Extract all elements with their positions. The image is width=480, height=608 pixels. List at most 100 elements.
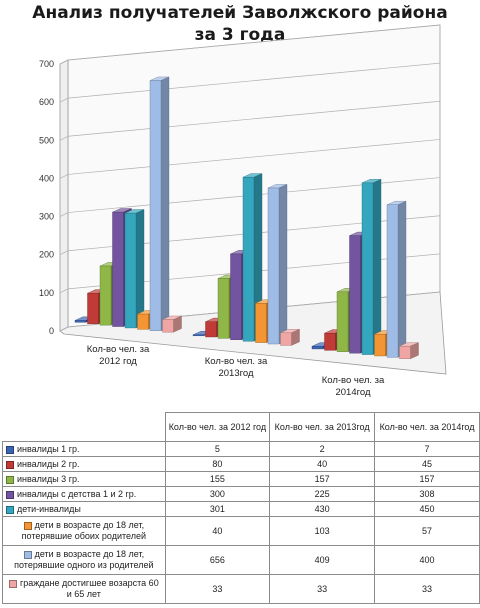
value-cell: 2 [269, 441, 376, 457]
bar [87, 293, 99, 324]
bar [192, 334, 205, 337]
series-label-cell: инвалиды 2 гр. [2, 456, 166, 472]
bar [399, 345, 411, 359]
legend-key [6, 505, 14, 514]
series-label-cell: дети в возрасте до 18 лет, потерявшие од… [2, 545, 166, 575]
value-cell: 40 [269, 456, 376, 472]
bar [324, 332, 336, 351]
data-table: Кол-во чел. за 2012 год Кол-во чел. за 2… [2, 412, 480, 604]
bar-side [135, 209, 145, 329]
gridline [67, 139, 441, 175]
value-cell: 656 [164, 545, 271, 575]
table-row: граждане достигшее возарста 60 и 65 лет 3… [2, 574, 480, 604]
legend-key [8, 579, 17, 588]
series-label: инвалиды с детства 1 и 2 гр. [17, 489, 137, 499]
gridline [67, 62, 441, 99]
side-gridline [59, 326, 69, 332]
bar [99, 265, 112, 326]
legend-key [6, 475, 14, 484]
bar [217, 278, 230, 339]
y-tick-label: 500 [39, 135, 54, 145]
y-tick-label: 400 [39, 173, 54, 183]
series-label-cell: дети в возрасте до 18 лет, потерявшие об… [2, 516, 166, 546]
bar-side [278, 184, 288, 345]
value-cell: 45 [374, 456, 480, 472]
side-gridline [59, 135, 69, 141]
bar [267, 187, 280, 345]
bar [162, 319, 174, 333]
legend-key [23, 521, 32, 530]
bar [280, 332, 292, 346]
value-cell: 33 [374, 574, 480, 604]
series-label: дети-инвалиды [17, 504, 81, 514]
series-label-cell: инвалиды 3 гр. [2, 471, 166, 487]
bar [149, 80, 162, 331]
chart-title: Анализ получателей Заволжского района за… [32, 3, 448, 45]
bar [137, 313, 149, 330]
series-label: дети в возрасте до 18 лет, потерявшие об… [21, 520, 146, 541]
bar [349, 235, 361, 354]
table-row: инвалиды 1 гр. 5 2 7 [2, 441, 480, 457]
y-tick-label: 200 [39, 250, 54, 260]
bar [311, 346, 324, 350]
side-gridline [59, 250, 69, 256]
y-tick-label: 600 [39, 97, 54, 107]
y-tick-label: 300 [39, 212, 54, 222]
bar [361, 182, 374, 355]
y-tick-label: 0 [49, 326, 54, 336]
bar [74, 320, 87, 323]
bar [336, 291, 349, 352]
x-tick-label: Кол-во чел. за 2012 год [87, 344, 150, 367]
bar-side [397, 200, 407, 358]
y-tick-label: 700 [39, 59, 54, 69]
y-tick-label: 100 [39, 288, 54, 298]
legend-key [23, 550, 32, 559]
bar-side [372, 179, 382, 355]
value-cell: 430 [269, 501, 376, 517]
value-cell: 225 [269, 486, 376, 502]
value-cell: 301 [164, 501, 271, 517]
table-corner-cell [2, 412, 166, 442]
series-label: дети в возрасте до 18 лет, потерявшие од… [14, 549, 154, 570]
series-label: инвалиды 3 гр. [17, 474, 80, 484]
table-row: дети в возрасте до 18 лет, потерявшие од… [2, 545, 480, 575]
value-cell: 300 [164, 486, 271, 502]
table-body: инвалиды 1 гр. 5 2 7 инвалиды 2 гр. 80 40 45 инв… [2, 441, 480, 604]
value-cell: 80 [164, 456, 271, 472]
x-tick-label: Кол-во чел. за 2014год [322, 375, 385, 398]
bar [386, 204, 399, 358]
table-header-2013: Кол-во чел. за 2013год [269, 412, 376, 442]
table-header-2012: Кол-во чел. за 2012 год [164, 412, 271, 442]
bar [112, 211, 124, 327]
table-row: инвалиды 3 гр. 155 157 157 [2, 471, 480, 487]
legend-key [6, 445, 14, 454]
value-cell: 157 [269, 471, 376, 487]
value-cell: 103 [269, 516, 376, 546]
side-gridline [59, 212, 69, 217]
bar [124, 212, 137, 329]
table-row: инвалиды с детства 1 и 2 гр. 300 225 308 [2, 486, 480, 502]
value-cell: 33 [164, 574, 271, 604]
value-cell: 450 [374, 501, 480, 517]
side-gridline [59, 59, 69, 65]
series-label-cell: граждане достигшее возарста 60 и 65 лет [2, 574, 166, 604]
series-label: инвалиды 2 гр. [17, 459, 80, 469]
x-tick-label: Кол-во чел. за 2013год [205, 356, 268, 379]
series-label-cell: инвалиды с детства 1 и 2 гр. [2, 486, 166, 502]
side-gridline [59, 97, 69, 103]
value-cell: 157 [374, 471, 480, 487]
series-label: граждане достигшее возарста 60 и 65 лет [19, 578, 159, 599]
bar [230, 253, 242, 340]
bar-chart: 0 100 200 300 400 500 600 700 Кол-во чел. за 2012… [39, 24, 447, 398]
table-row: инвалиды 2 гр. 80 40 45 [2, 456, 480, 472]
table-row: дети-инвалиды 301 430 450 [2, 501, 480, 517]
value-cell: 33 [269, 574, 376, 604]
side-wall [59, 59, 69, 332]
bar [255, 303, 267, 343]
table-header-row: Кол-во чел. за 2012 год Кол-во чел. за 2… [2, 412, 480, 442]
series-label-cell: инвалиды 1 гр. [2, 441, 166, 457]
bar [242, 176, 255, 342]
value-cell: 400 [374, 545, 480, 575]
value-cell: 155 [164, 471, 271, 487]
table-row: дети в возрасте до 18 лет, потерявшие об… [2, 516, 480, 546]
